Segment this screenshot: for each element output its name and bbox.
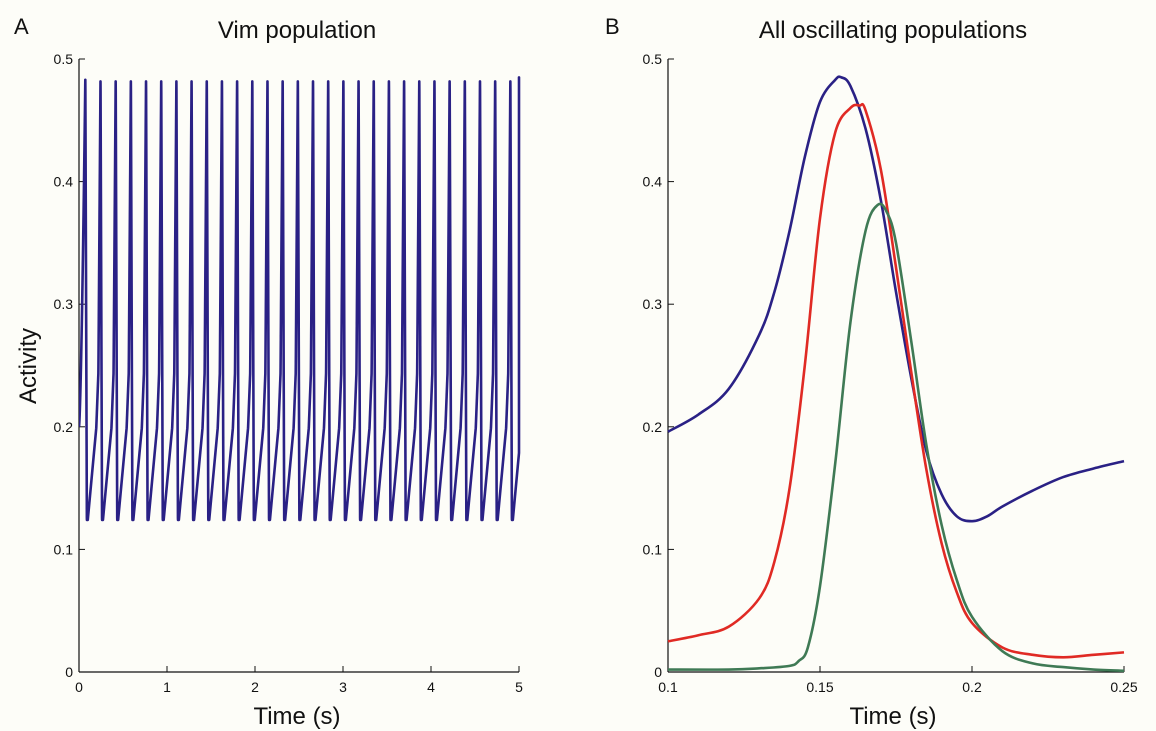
panel-b-y-tick-label: 0.3 xyxy=(643,296,663,312)
panel-a-y-tick-label: 0.2 xyxy=(54,419,74,435)
panel-a-y-tick-label: 0 xyxy=(65,664,73,680)
panel-a-x-tick-label: 5 xyxy=(515,679,523,695)
panel-a: A Vim population Activity Time (s) 00.10… xyxy=(14,14,523,730)
panel-b-x-tick-label: 0.1 xyxy=(658,679,678,695)
panel-b-y-tick-label: 0.5 xyxy=(643,51,663,67)
panel-a-plot-area xyxy=(79,76,521,522)
panel-a-title: Vim population xyxy=(218,17,376,44)
panel-b-axes: 00.10.20.30.40.50.1 0.15 0.2 0.25 xyxy=(643,51,1138,695)
panel-b: B All oscillating populations Time (s) 0… xyxy=(605,14,1138,730)
panel-b-x-tick-label: 0.25 xyxy=(1110,679,1137,695)
panel-a-x-tick-label: 1 xyxy=(163,679,171,695)
panel-b-series-line-green xyxy=(667,202,1125,673)
panel-a-y-tick-label: 0.4 xyxy=(54,174,74,190)
panel-b-series-line-blue xyxy=(667,75,1125,523)
panel-a-y-tick-label: 0.5 xyxy=(54,51,74,67)
panel-b-y-tick-label: 0 xyxy=(654,664,662,680)
panel-a-x-tick-label: 3 xyxy=(339,679,347,695)
panel-a-y-tick-label: 0.3 xyxy=(54,296,74,312)
panel-a-series-line xyxy=(79,76,521,522)
panel-b-title: All oscillating populations xyxy=(759,17,1027,44)
panel-b-plot-area xyxy=(667,75,1125,673)
panel-b-y-tick-label: 0.4 xyxy=(643,174,663,190)
panel-a-xlabel: Time (s) xyxy=(253,703,340,730)
panel-b-y-tick-label: 0.1 xyxy=(643,541,663,557)
panel-b-x-tick-label: 0.2 xyxy=(962,679,982,695)
panel-b-series-line-red xyxy=(667,102,1125,659)
panel-a-ylabel: Activity xyxy=(15,328,42,404)
panel-b-letter: B xyxy=(605,14,620,39)
panel-b-xlabel: Time (s) xyxy=(849,703,936,730)
panel-a-x-tick-label: 2 xyxy=(251,679,259,695)
panel-b-x-tick-label: 0.15 xyxy=(806,679,833,695)
panel-a-x-tick-label: 4 xyxy=(427,679,435,695)
panel-a-x-tick-label: 0 xyxy=(75,679,83,695)
panel-a-axes: 0 0.1 0.2 0.3 0.4 0.5 0 1 2 3 4 5 xyxy=(54,51,524,695)
panel-b-y-tick-label: 0.2 xyxy=(643,419,663,435)
panel-a-letter: A xyxy=(14,14,29,39)
panel-a-y-tick-label: 0.1 xyxy=(54,541,74,557)
